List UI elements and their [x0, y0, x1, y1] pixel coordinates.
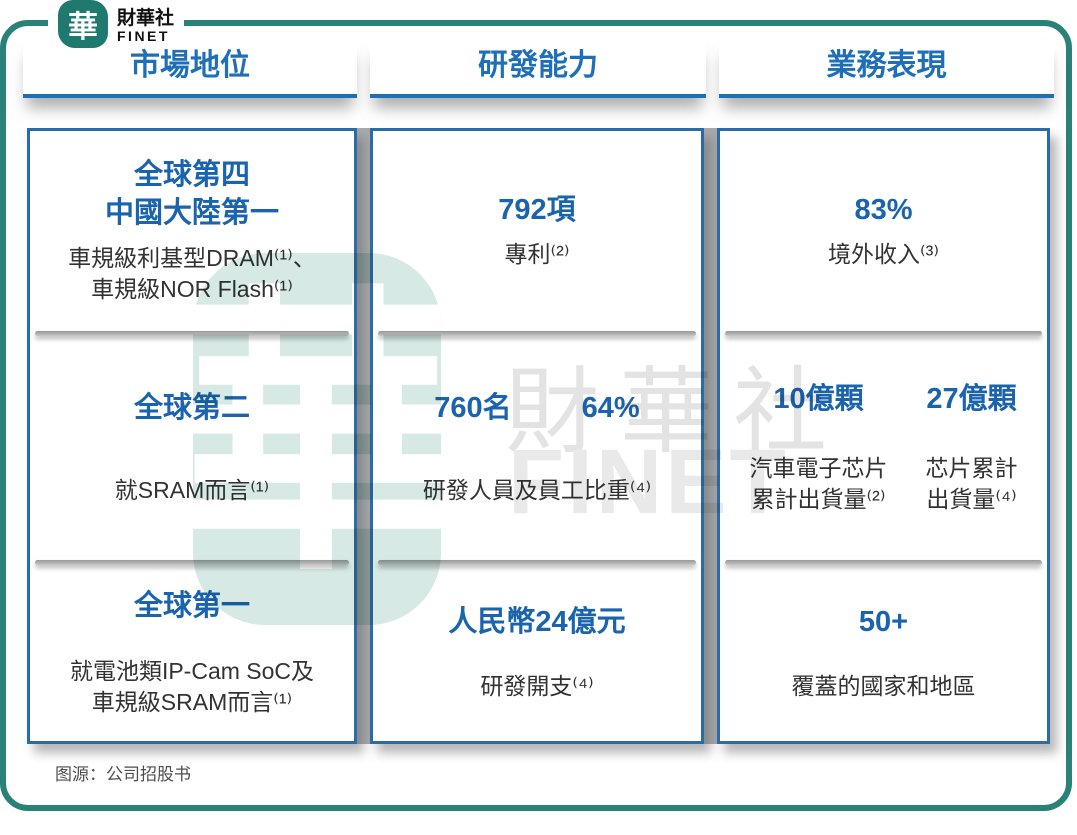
section-divider	[35, 331, 349, 336]
card-business-performance: 83% 境外收入⁽³⁾ 10億顆 汽車電子芯片 累計出貨量⁽²⁾ 27億顆 芯片…	[717, 128, 1050, 744]
stat-label: 汽車電子芯片 累計出貨量⁽²⁾	[749, 455, 888, 513]
section-divider	[378, 331, 696, 336]
stat-value: 全球第一	[133, 590, 250, 623]
stat-patents: 792項 專利⁽²⁾	[373, 131, 701, 331]
stat-value: 83%	[854, 193, 913, 226]
column-headers: 市場地位 研發能力 業務表現	[23, 40, 1054, 98]
stat-rd-staff: 760名 64% 研發人員及員工比重⁽⁴⁾	[373, 336, 701, 560]
stat-global-no4: 全球第四 中國大陸第一 車規級利基型DRAM⁽¹⁾、 車規級NOR Flash⁽…	[30, 131, 354, 331]
brand-names: 財華社 FINET	[117, 5, 174, 44]
header-market-position: 市場地位	[23, 40, 357, 98]
card-market-position: 全球第四 中國大陸第一 車規級利基型DRAM⁽¹⁾、 車規級NOR Flash⁽…	[27, 128, 357, 744]
stat-chip-shipments: 10億顆 汽車電子芯片 累計出貨量⁽²⁾ 27億顆 芯片累計 出貨量⁽⁴⁾	[720, 336, 1047, 560]
brand-name-en: FINET	[117, 27, 170, 44]
outer-frame	[0, 20, 1072, 811]
stat-global-no2: 全球第二 就SRAM而言⁽¹⁾	[30, 336, 354, 560]
stat-value: 全球第四 中國大陸第一	[104, 159, 279, 229]
stat-label: 就電池類IP-Cam SoC及 車規級SRAM而言⁽¹⁾	[69, 657, 315, 715]
section-divider	[35, 560, 349, 565]
stat-value: 10億顆	[773, 382, 864, 415]
stat-label: 就SRAM而言⁽¹⁾	[114, 477, 270, 504]
source-note: 图源：公司招股书	[55, 765, 191, 784]
stat-global-no1: 全球第一 就電池類IP-Cam SoC及 車規級SRAM而言⁽¹⁾	[30, 565, 354, 741]
stat-value: 全球第二	[133, 391, 250, 424]
stat-rd-expense: 人民幣24億元 研發開支⁽⁴⁾	[373, 565, 701, 741]
header-business-performance: 業務表現	[719, 40, 1054, 98]
stat-group-auto-chips: 10億顆 汽車電子芯片 累計出貨量⁽²⁾	[750, 381, 888, 516]
stat-label: 覆蓋的國家和地區	[791, 673, 976, 700]
stat-value: 792項	[498, 193, 576, 226]
stat-label: 境外收入⁽³⁾	[828, 241, 939, 268]
card-rd-capability: 792項 專利⁽²⁾ 760名 64% 研發人員及員工比重⁽⁴⁾ 人民幣24億元…	[370, 128, 704, 744]
stat-values-row: 10億顆 汽車電子芯片 累計出貨量⁽²⁾ 27億顆 芯片累計 出貨量⁽⁴⁾	[750, 381, 1018, 516]
stat-group-total-chips: 27億顆 芯片累計 出貨量⁽⁴⁾	[926, 381, 1018, 516]
stat-value: 760名	[434, 391, 512, 424]
stat-label: 專利⁽²⁾	[504, 241, 570, 268]
stat-value: 64%	[581, 391, 640, 424]
stat-overseas-revenue: 83% 境外收入⁽³⁾	[720, 131, 1047, 331]
stat-label: 研發開支⁽⁴⁾	[480, 673, 594, 700]
stat-value: 50+	[858, 605, 909, 638]
finet-logo-icon: 華	[58, 0, 108, 48]
stat-value: 27億顆	[926, 382, 1017, 415]
stat-values-row: 760名 64%	[434, 390, 639, 428]
stats-cards: 全球第四 中國大陸第一 車規級利基型DRAM⁽¹⁾、 車規級NOR Flash⁽…	[27, 128, 1050, 744]
header-rd-capability: 研發能力	[370, 40, 706, 98]
stat-label: 研發人員及員工比重⁽⁴⁾	[422, 477, 652, 504]
brand-logo: 華 財華社 FINET	[48, 0, 185, 48]
stat-value: 人民幣24億元	[448, 605, 626, 638]
stat-label: 車規級利基型DRAM⁽¹⁾、 車規級NOR Flash⁽¹⁾	[68, 244, 316, 302]
section-divider	[725, 331, 1042, 336]
stat-label: 芯片累計 出貨量⁽⁴⁾	[925, 455, 1018, 513]
brand-name-cn: 財華社	[117, 7, 175, 29]
section-divider	[725, 560, 1042, 565]
section-divider	[378, 560, 696, 565]
stat-countries-covered: 50+ 覆蓋的國家和地區	[720, 565, 1047, 741]
